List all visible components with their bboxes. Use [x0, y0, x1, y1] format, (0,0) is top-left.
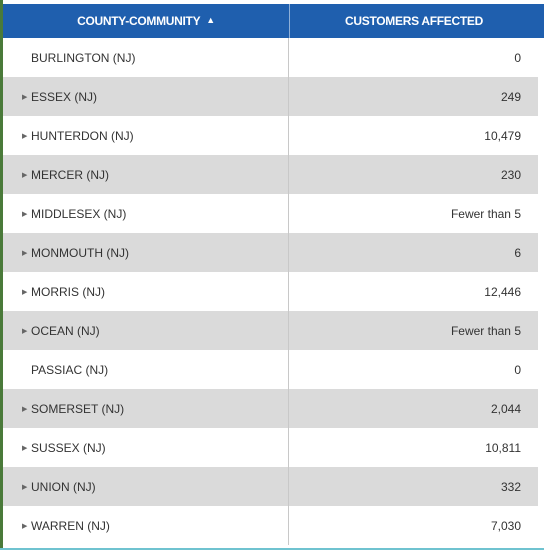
table-row[interactable]: ▶ ESSEX (NJ) 249: [3, 77, 538, 116]
table-row[interactable]: ▶ SOMERSET (NJ) 2,044: [3, 389, 538, 428]
table-header: COUNTY-COMMUNITY ▲ CUSTOMERS AFFECTED: [3, 4, 538, 38]
customers-affected-cell: 10,479: [484, 128, 521, 143]
county-name: MIDDLESEX (NJ): [31, 206, 127, 221]
expand-triangle-icon[interactable]: ▶: [22, 483, 28, 491]
county-cell: ▶ SUSSEX (NJ): [3, 428, 289, 467]
table-row[interactable]: ▶ MORRIS (NJ) 12,446: [3, 272, 538, 311]
customers-affected-cell: 249: [500, 89, 521, 104]
table-row: ▶PASSIAC (NJ) 0: [3, 350, 538, 389]
table-row[interactable]: ▶ OCEAN (NJ) Fewer than 5: [3, 311, 538, 350]
column-header-county-label: COUNTY-COMMUNITY: [77, 14, 201, 28]
county-cell: ▶ WARREN (NJ): [3, 506, 289, 545]
outage-table: COUNTY-COMMUNITY ▲ CUSTOMERS AFFECTED ▶B…: [3, 4, 538, 545]
county-name: MERCER (NJ): [31, 167, 109, 182]
customers-affected-cell: 230: [500, 167, 521, 182]
customers-affected-cell: 7,030: [490, 518, 521, 533]
column-header-customers[interactable]: CUSTOMERS AFFECTED: [290, 4, 538, 38]
column-header-customers-label: CUSTOMERS AFFECTED: [345, 14, 483, 28]
customers-affected-cell: 12,446: [484, 284, 521, 299]
customers-affected-cell: Fewer than 5: [450, 323, 521, 338]
county-cell: ▶ MERCER (NJ): [3, 155, 289, 194]
left-border: [0, 0, 3, 560]
table-row[interactable]: ▶ HUNTERDON (NJ) 10,479: [3, 116, 538, 155]
expand-triangle-icon[interactable]: ▶: [22, 210, 28, 218]
county-cell: ▶ MORRIS (NJ): [3, 272, 289, 311]
expand-triangle-icon[interactable]: ▶: [22, 444, 28, 452]
customers-affected-cell: 332: [500, 479, 521, 494]
table-bottom-border: [0, 548, 544, 550]
customers-affected-cell: 0: [514, 50, 521, 65]
county-cell: ▶ HUNTERDON (NJ): [3, 116, 289, 155]
table-row: ▶BURLINGTON (NJ) 0: [3, 38, 538, 77]
county-cell: ▶PASSIAC (NJ): [3, 350, 289, 389]
customers-affected-cell: Fewer than 5: [450, 206, 521, 221]
county-cell: ▶ OCEAN (NJ): [3, 311, 289, 350]
county-name: PASSIAC (NJ): [31, 362, 109, 377]
county-name: HUNTERDON (NJ): [31, 128, 134, 143]
expand-triangle-icon[interactable]: ▶: [22, 288, 28, 296]
county-name: UNION (NJ): [31, 479, 96, 494]
county-name: WARREN (NJ): [31, 518, 110, 533]
county-name: ESSEX (NJ): [31, 89, 98, 104]
county-name: MORRIS (NJ): [31, 284, 105, 299]
expand-triangle-icon[interactable]: ▶: [22, 249, 28, 257]
table-row[interactable]: ▶ WARREN (NJ) 7,030: [3, 506, 538, 545]
expand-triangle-icon[interactable]: ▶: [22, 522, 28, 530]
county-cell: ▶ MONMOUTH (NJ): [3, 233, 289, 272]
customers-affected-cell: 10,811: [485, 440, 521, 455]
county-name: OCEAN (NJ): [31, 323, 100, 338]
table-row[interactable]: ▶ MONMOUTH (NJ) 6: [3, 233, 538, 272]
table-row[interactable]: ▶ UNION (NJ) 332: [3, 467, 538, 506]
county-cell: ▶ SOMERSET (NJ): [3, 389, 289, 428]
expand-triangle-icon[interactable]: ▶: [22, 327, 28, 335]
county-name: MONMOUTH (NJ): [31, 245, 129, 260]
table-footer-area: [0, 550, 544, 560]
table-body: ▶BURLINGTON (NJ)0▶ESSEX (NJ)249▶HUNTERDO…: [3, 38, 538, 545]
customers-affected-cell: 6: [514, 245, 521, 260]
county-name: BURLINGTON (NJ): [31, 50, 136, 65]
table-row[interactable]: ▶ MERCER (NJ) 230: [3, 155, 538, 194]
county-cell: ▶ UNION (NJ): [3, 467, 289, 506]
county-cell: ▶ ESSEX (NJ): [3, 77, 289, 116]
county-cell: ▶BURLINGTON (NJ): [3, 38, 289, 77]
customers-affected-cell: 2,044: [490, 401, 521, 416]
expand-triangle-icon[interactable]: ▶: [22, 171, 28, 179]
expand-triangle-icon[interactable]: ▶: [22, 93, 28, 101]
county-name: SOMERSET (NJ): [31, 401, 125, 416]
county-cell: ▶ MIDDLESEX (NJ): [3, 194, 289, 233]
expand-triangle-icon[interactable]: ▶: [22, 132, 28, 140]
table-row[interactable]: ▶ SUSSEX (NJ) 10,811: [3, 428, 538, 467]
expand-triangle-icon[interactable]: ▶: [22, 405, 28, 413]
column-header-county[interactable]: COUNTY-COMMUNITY ▲: [3, 4, 290, 38]
table-row[interactable]: ▶ MIDDLESEX (NJ) Fewer than 5: [3, 194, 538, 233]
customers-affected-cell: 0: [514, 362, 521, 377]
county-name: SUSSEX (NJ): [31, 440, 106, 455]
right-border: [538, 0, 544, 560]
sort-ascending-icon[interactable]: ▲: [206, 15, 215, 25]
